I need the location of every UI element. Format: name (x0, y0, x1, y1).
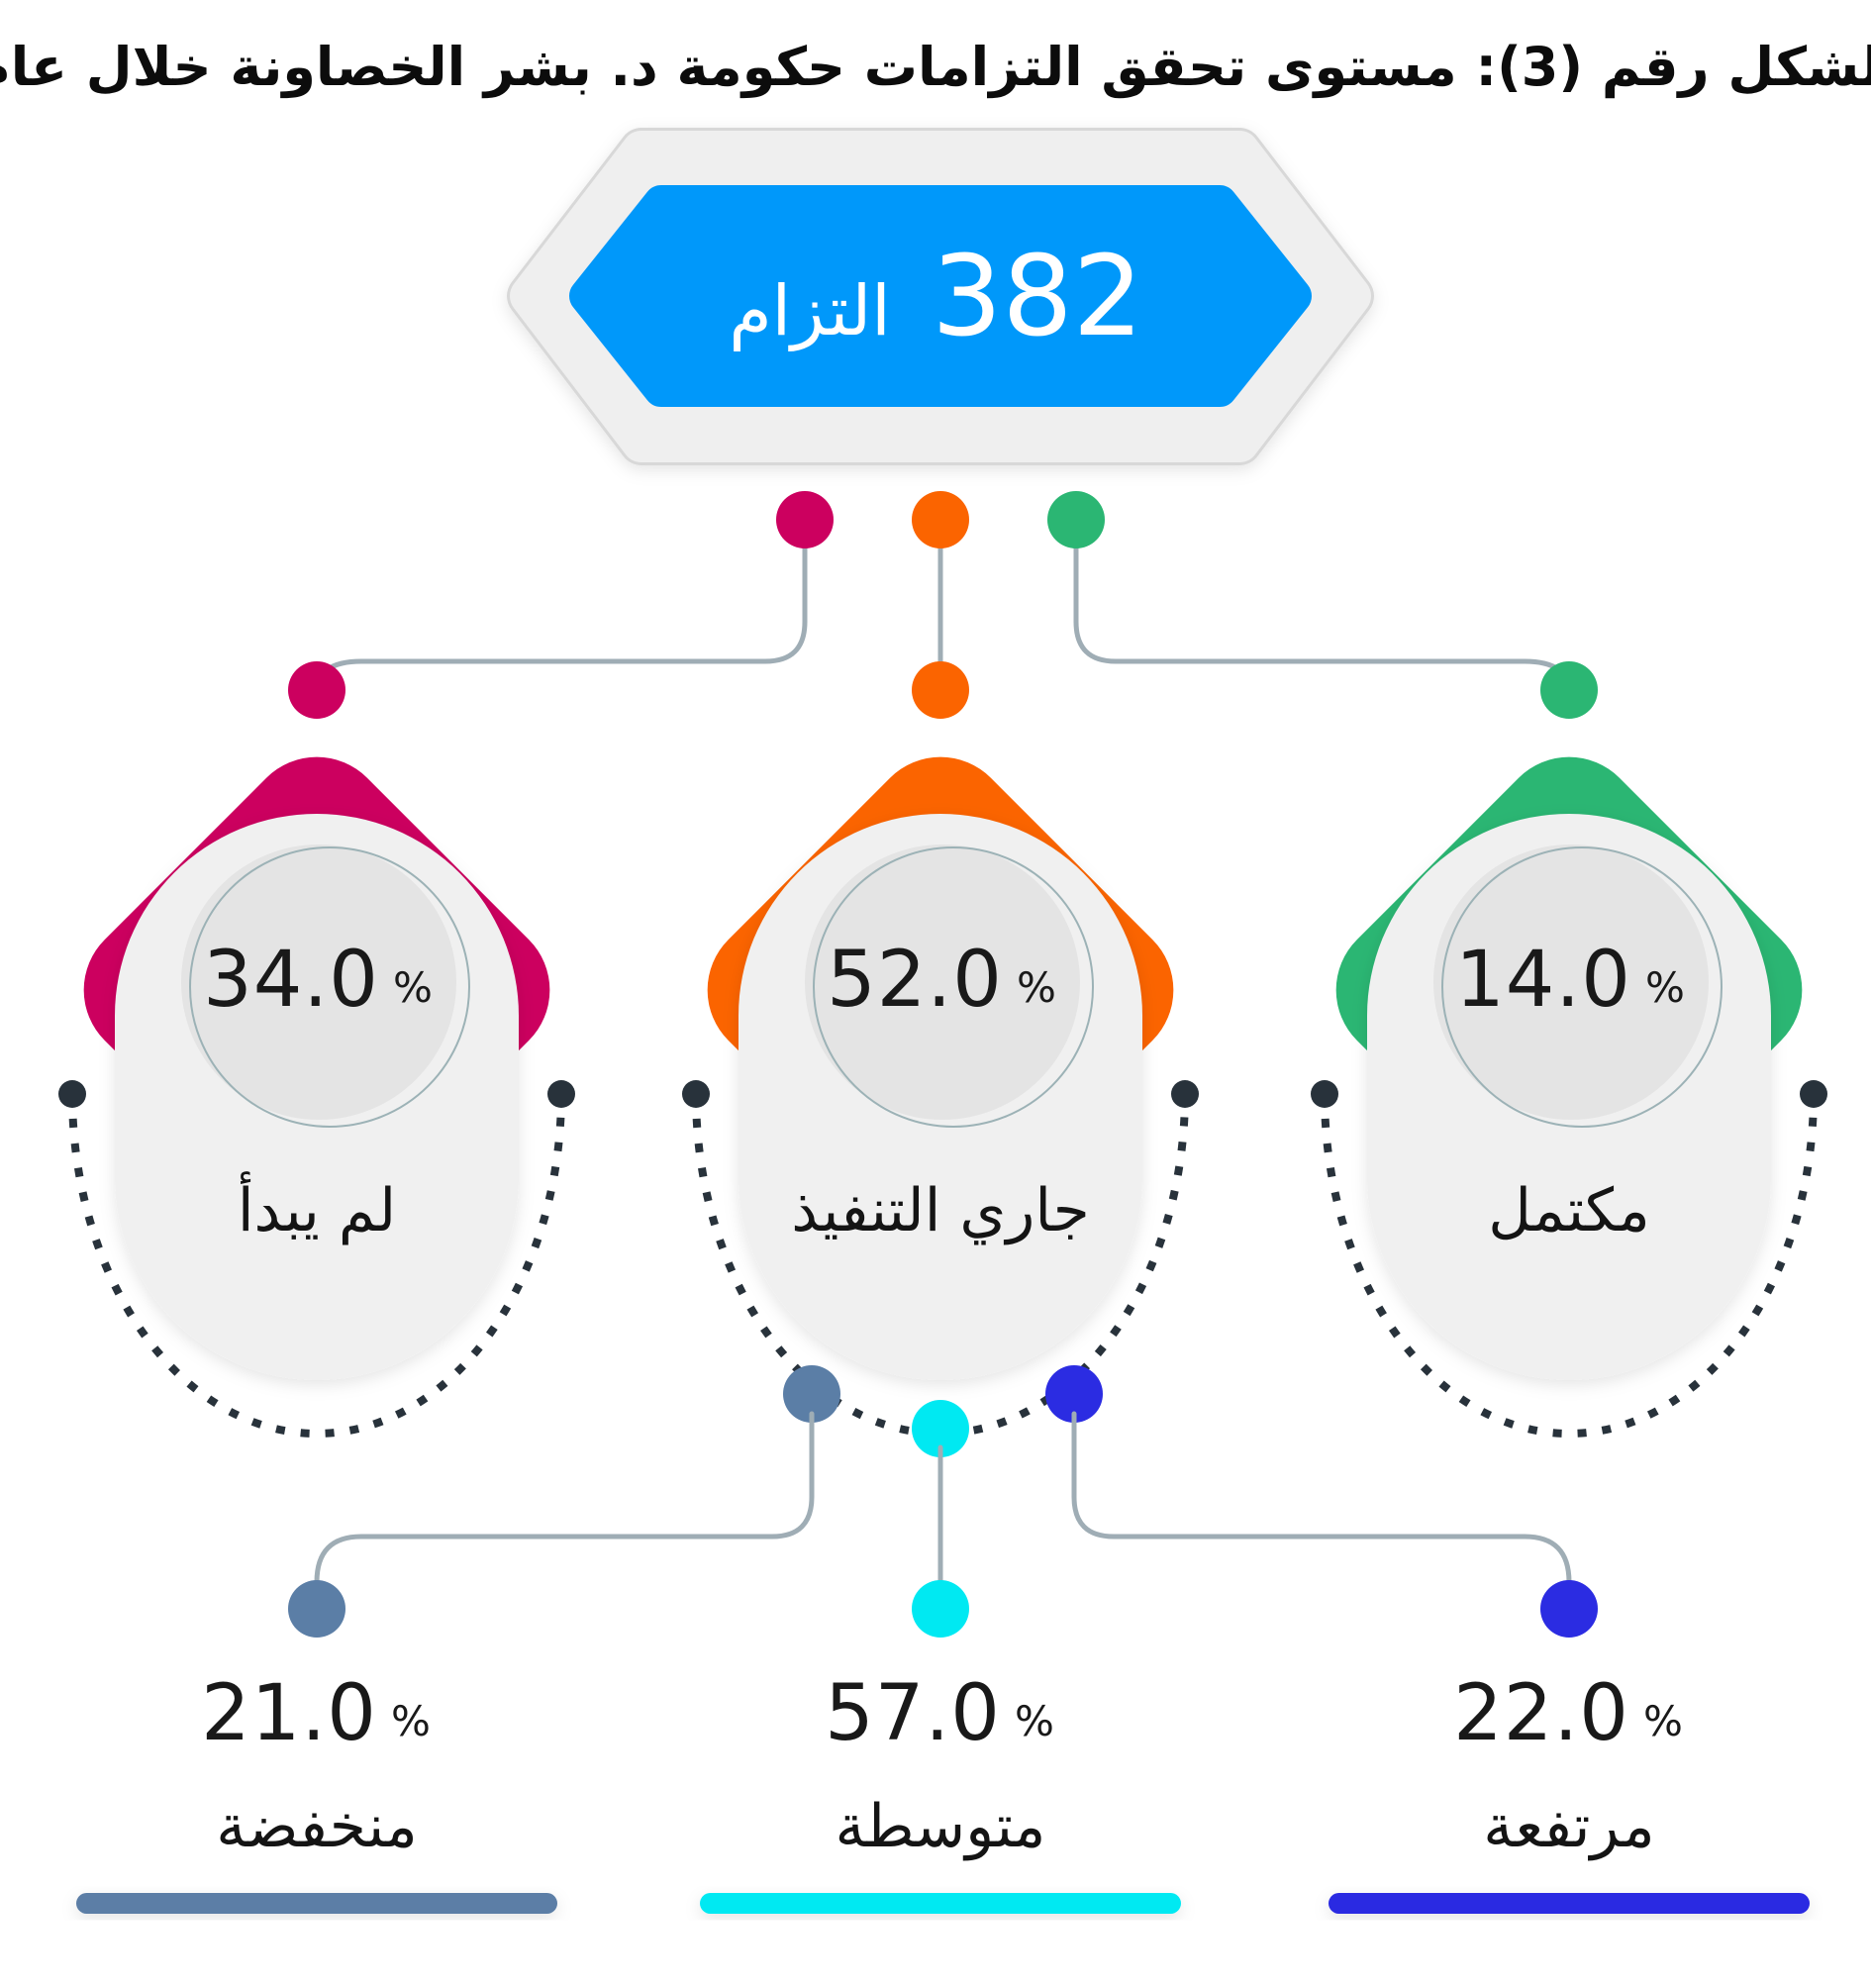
card-in-progress: 52.0 % جاري التنفيذ (739, 814, 1142, 1380)
level2-connectors (314, 1411, 1572, 1587)
arc-completed (1311, 1080, 1827, 1438)
dot-in-progress-top (912, 491, 969, 548)
arc-end-dot-left (1311, 1080, 1338, 1108)
badge-hexagon (569, 185, 1312, 407)
arc-not-started (58, 1080, 575, 1438)
arc-end-dot-right (547, 1080, 575, 1108)
badge-label: التزام (729, 270, 890, 351)
connector-low (314, 1411, 815, 1585)
decor-ring (189, 846, 470, 1128)
arc-end-dot-left (682, 1080, 710, 1108)
dot-completed-top (1047, 491, 1105, 548)
percent-value: 22.0 (1453, 1669, 1629, 1758)
level-medium: 57.0 % متوسطة (700, 1669, 1181, 1914)
percent-circle (1433, 845, 1709, 1120)
percent-value: 57.0 (825, 1669, 1001, 1758)
dot-high-top (1045, 1365, 1103, 1423)
percent-value: 14.0 (1455, 936, 1631, 1025)
level-low: 21.0 % منخفضة (76, 1669, 557, 1914)
dot-low-node (288, 1580, 345, 1638)
connector-not-started (314, 530, 808, 696)
dot-not-started-top (776, 491, 834, 548)
root-badge: 382 التزام (507, 128, 1374, 465)
level-bar-medium (700, 1893, 1181, 1914)
status-label: لم يبدأ (238, 1171, 396, 1245)
dot-completed-node (1540, 661, 1598, 719)
arc-end-dot-left (58, 1080, 86, 1108)
percent-unit: % (1017, 963, 1056, 1012)
card-not-started: 34.0 % لم يبدأ (115, 814, 519, 1380)
percent-unit: % (1645, 963, 1685, 1012)
status-label: جاري التنفيذ (791, 1176, 1090, 1245)
percent-unit: % (1643, 1697, 1683, 1745)
connector-completed (1073, 530, 1572, 696)
status-label: مكتمل (1488, 1176, 1650, 1245)
level-label: مرتفعة (1483, 1792, 1654, 1861)
decor-ring (1441, 846, 1723, 1128)
level-bar-low (76, 1893, 557, 1914)
percent-circle (181, 845, 456, 1120)
percent-circle (805, 845, 1080, 1120)
percent-unit: % (1015, 1697, 1054, 1745)
dot-low-top (783, 1365, 840, 1423)
badge-value: 382 (932, 233, 1143, 361)
figure-title: الشكل رقم (3): مستوى تحقق التزامات حكومة… (0, 36, 1871, 98)
arc-end-dot-right (1171, 1080, 1199, 1108)
percent-value: 34.0 (203, 936, 379, 1025)
level-bar-high (1329, 1893, 1810, 1914)
dot-high-node (1540, 1580, 1598, 1638)
percent-unit: % (393, 963, 433, 1012)
dot-in-progress-node (912, 661, 969, 719)
dot-not-started-node (288, 661, 345, 719)
arc-in-progress (682, 1080, 1199, 1438)
card-completed: 14.0 % مكتمل (1367, 814, 1771, 1380)
percent-value: 52.0 (827, 936, 1003, 1025)
level-label: منخفضة (216, 1792, 418, 1861)
percent-value: 21.0 (201, 1669, 377, 1758)
level-high: 22.0 % مرتفعة (1329, 1669, 1810, 1914)
arc-end-dot-right (1800, 1080, 1827, 1108)
decor-ring (813, 846, 1094, 1128)
dot-medium-node (912, 1580, 969, 1638)
percent-unit: % (391, 1697, 431, 1745)
dot-medium-top (912, 1400, 969, 1457)
connector-high (1071, 1411, 1572, 1585)
level-label: متوسطة (836, 1792, 1046, 1861)
